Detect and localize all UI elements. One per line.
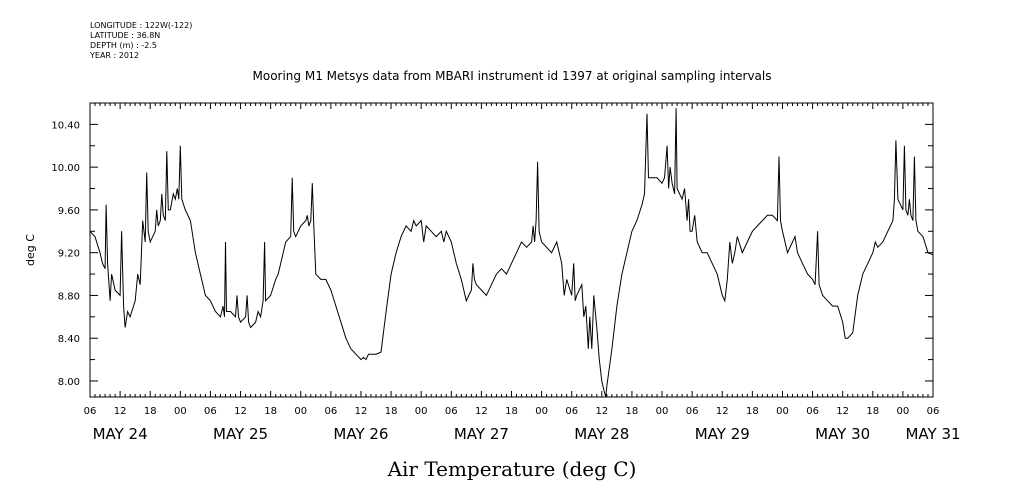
x-tick-label: 06 bbox=[806, 406, 819, 417]
x-tick-label: 18 bbox=[746, 406, 759, 417]
year-label: YEAR : 2012 bbox=[90, 51, 140, 60]
x-tick-label: 00 bbox=[897, 406, 910, 417]
depth-label: DEPTH (m) : -2.5 bbox=[90, 41, 157, 50]
axis-ticks bbox=[89, 102, 934, 397]
y-axis-label: deg C bbox=[24, 234, 37, 266]
y-tick-label: 8.40 bbox=[58, 334, 80, 345]
x-tick-label: 18 bbox=[866, 406, 879, 417]
x-day-label: MAY 30 bbox=[815, 425, 870, 443]
x-tick-label: 12 bbox=[234, 406, 247, 417]
latitude-label: LATITUDE : 36.8N bbox=[90, 31, 161, 40]
x-axis-label: Air Temperature (deg C) bbox=[387, 457, 637, 481]
x-tick-label: 12 bbox=[716, 406, 729, 417]
x-tick-label: 12 bbox=[836, 406, 849, 417]
header-metadata: LONGITUDE : 122W(-122) LATITUDE : 36.8N … bbox=[90, 21, 192, 61]
axis-tick-labels: 06 12 18 00 06 12 18 00 06 12 18 00 06 12 18 00 06 12 18 00… bbox=[51, 120, 960, 443]
x-day-label: MAY 29 bbox=[695, 425, 750, 443]
x-tick-label: 06 bbox=[324, 406, 337, 417]
x-tick-label: 00 bbox=[294, 406, 307, 417]
x-tick-label: 00 bbox=[776, 406, 789, 417]
y-tick-label: 8.00 bbox=[58, 377, 80, 388]
x-tick-label: 00 bbox=[415, 406, 428, 417]
x-tick-label: 18 bbox=[626, 406, 639, 417]
y-tick-label: 10.40 bbox=[51, 120, 80, 131]
x-tick-label: 12 bbox=[114, 406, 127, 417]
x-tick-label: 18 bbox=[385, 406, 398, 417]
y-tick-label: 9.20 bbox=[58, 249, 80, 260]
x-tick-label: 12 bbox=[355, 406, 368, 417]
x-tick-label: 00 bbox=[174, 406, 187, 417]
y-tick-label: 10.00 bbox=[51, 163, 80, 174]
chart-title: Mooring M1 Metsys data from MBARI instru… bbox=[253, 69, 772, 83]
x-tick-label: 06 bbox=[84, 406, 97, 417]
x-day-label: MAY 31 bbox=[905, 425, 960, 443]
plot-frame bbox=[89, 102, 934, 398]
x-tick-label: 12 bbox=[475, 406, 488, 417]
x-tick-label: 06 bbox=[686, 406, 699, 417]
y-tick-label: 8.80 bbox=[58, 291, 80, 302]
x-tick-label: 12 bbox=[595, 406, 608, 417]
x-tick-label: 06 bbox=[565, 406, 578, 417]
x-day-label: MAY 25 bbox=[213, 425, 268, 443]
x-tick-label: 00 bbox=[656, 406, 669, 417]
x-tick-label: 18 bbox=[264, 406, 277, 417]
x-day-label: MAY 28 bbox=[574, 425, 629, 443]
x-tick-label: 00 bbox=[535, 406, 548, 417]
series-line-air-temperature bbox=[89, 108, 934, 398]
x-day-label: MAY 26 bbox=[333, 425, 388, 443]
x-tick-label: 18 bbox=[505, 406, 518, 417]
x-day-label: MAY 24 bbox=[93, 425, 148, 443]
x-tick-label: 06 bbox=[927, 406, 940, 417]
x-tick-label: 06 bbox=[204, 406, 217, 417]
longitude-label: LONGITUDE : 122W(-122) bbox=[90, 21, 193, 30]
x-tick-label: 06 bbox=[445, 406, 458, 417]
x-day-label: MAY 27 bbox=[454, 425, 509, 443]
x-tick-label: 18 bbox=[144, 406, 157, 417]
y-tick-label: 9.60 bbox=[58, 206, 80, 217]
